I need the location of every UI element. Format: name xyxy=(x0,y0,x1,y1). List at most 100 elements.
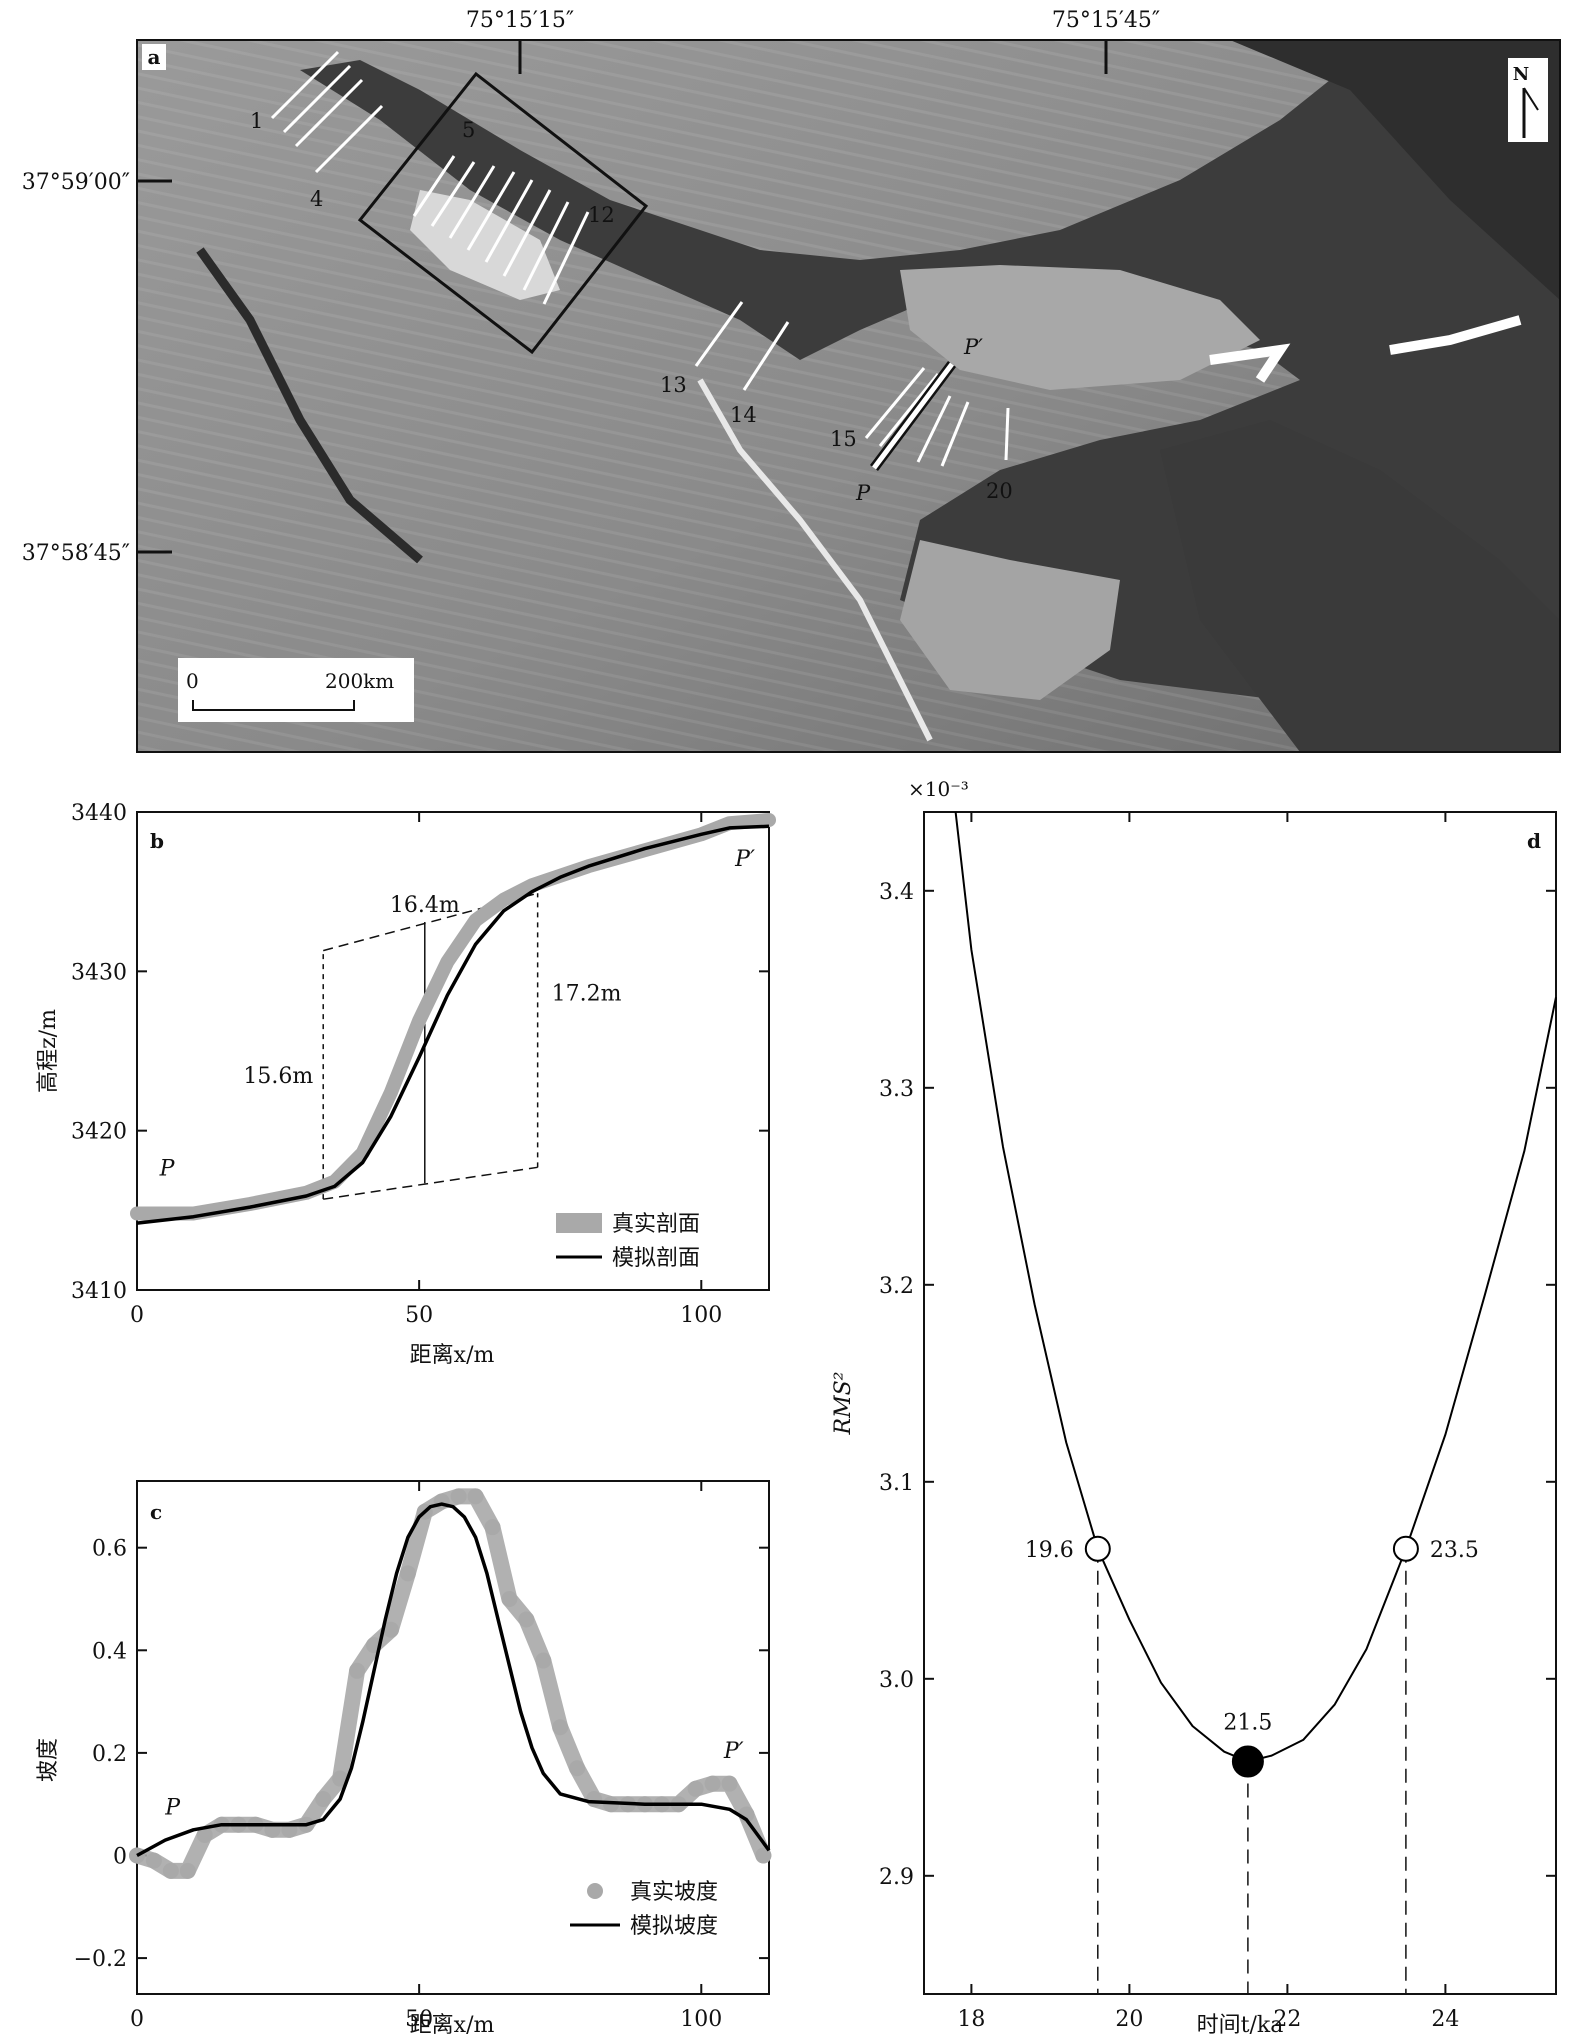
real-slope-point xyxy=(196,1826,213,1843)
real-slope-point xyxy=(399,1565,416,1582)
panel-b-xtick-label: 50 xyxy=(405,1303,433,1328)
bound-point xyxy=(1392,1535,1419,1562)
map-frame xyxy=(136,39,1561,753)
panel-d-ylabel: RMS² xyxy=(831,1372,856,1436)
real-slope-trail xyxy=(129,1488,772,1879)
panel-b-xlabel: 距离x/m xyxy=(410,1343,495,1368)
panel-b-ytick-label: 3430 xyxy=(71,960,127,985)
real-slope-point xyxy=(450,1488,467,1505)
panel-d-ytick-label: 3.1 xyxy=(879,1471,914,1496)
lat-label-2: 37°58′45″ xyxy=(22,541,130,566)
rms-curve xyxy=(954,811,1557,1763)
panel-c-xtick-label: 0 xyxy=(130,2007,144,2032)
point-label: 23.5 xyxy=(1430,1538,1479,1563)
profile-label-13: 13 xyxy=(660,373,687,397)
panel-d-xtick-label: 18 xyxy=(957,2007,985,2032)
panel-c-ytick-label: 0 xyxy=(113,1844,127,1869)
lower-surface-line xyxy=(323,1166,538,1200)
legend-swatch-real-slope xyxy=(587,1883,603,1899)
profile-endpoint-p: P xyxy=(855,481,871,505)
real-slope-point xyxy=(586,1791,603,1808)
scale-bar-start: 0 xyxy=(186,669,199,693)
real-slope-point xyxy=(569,1760,586,1777)
map-panel: 75°15′15″ 75°15′45″ 37°59′00″ 37°58′45″ … xyxy=(22,8,1561,753)
panel-d-ytick-label: 3.2 xyxy=(879,1274,914,1299)
elevation-profile-chart: b 0 50 100 3410 3420 3430 3440 15.6m 16.4m 17.2m… xyxy=(36,801,776,1368)
lat-label-1: 37°59′00″ xyxy=(22,170,130,195)
best-fit-point xyxy=(1231,1745,1264,1778)
point-label: 19.6 xyxy=(1025,1538,1074,1563)
profile-label-20: 20 xyxy=(986,479,1013,503)
real-slope-point xyxy=(145,1852,162,1869)
panel-c-ylabel: 坡度 xyxy=(36,1738,61,1782)
lon-label-1: 75°15′15″ xyxy=(466,8,574,33)
real-slope-point xyxy=(704,1775,721,1792)
panel-d-ytick-label: 2.9 xyxy=(879,1865,914,1890)
panel-d-xtick-label: 20 xyxy=(1115,2007,1143,2032)
real-slope-point xyxy=(162,1862,179,1879)
legend-model-profile: 模拟剖面 xyxy=(612,1246,700,1271)
panel-c-xlabel: 距离x/m xyxy=(410,2013,495,2038)
panel-d-ytick-label: 3.4 xyxy=(879,880,914,905)
endpoint-label: P′ xyxy=(734,847,755,872)
panel-b-ytick-label: 3440 xyxy=(71,801,127,826)
panel-b-ytick-label: 3420 xyxy=(71,1120,127,1145)
panel-c-frame xyxy=(136,1480,770,1995)
real-slope-point xyxy=(484,1519,501,1536)
north-arrow-icon xyxy=(1508,58,1548,142)
panel-c-ytick-label: 0.6 xyxy=(92,1537,127,1562)
legend-real-profile: 真实剖面 xyxy=(612,1212,700,1237)
study-box xyxy=(357,71,649,355)
profile-label-1: 1 xyxy=(250,109,263,133)
endpoint-label: P xyxy=(164,1795,181,1820)
real-slope-point xyxy=(501,1590,518,1607)
hillshade-map xyxy=(137,40,1560,752)
profile-lines xyxy=(270,50,1010,467)
panel-c-xtick-label: 100 xyxy=(680,2007,722,2032)
profile-label-14: 14 xyxy=(730,403,757,427)
panel-d-exponent: ×10⁻³ xyxy=(908,777,969,801)
endpoint-label: P′ xyxy=(723,1739,744,1764)
legend-real-slope: 真实坡度 xyxy=(630,1880,718,1905)
panel-a-letter: a xyxy=(148,45,161,69)
endpoint-label: P xyxy=(159,1156,176,1181)
panel-d-ytick-label: 3.3 xyxy=(879,1077,914,1102)
panel-b-xtick-label: 0 xyxy=(130,1303,144,1328)
profile-label-12: 12 xyxy=(588,203,615,227)
real-slope-point xyxy=(467,1488,484,1505)
real-slope-point xyxy=(349,1662,366,1679)
panel-b-ylabel: 高程z/m xyxy=(36,1009,61,1093)
real-slope-point xyxy=(721,1775,738,1792)
scale-bar xyxy=(178,658,414,722)
model-profile-line xyxy=(136,824,770,1225)
scale-bar-end: 200km xyxy=(325,669,394,693)
real-slope-point xyxy=(687,1780,704,1797)
panel-b-ytick-label: 3410 xyxy=(71,1279,127,1304)
real-slope-point xyxy=(382,1621,399,1638)
profile-endpoint-p-prime: P′ xyxy=(963,335,983,359)
offset-label: 17.2m xyxy=(552,981,622,1006)
panel-d-xtick-label: 22 xyxy=(1273,2007,1301,2032)
panel-c-ytick-label: 0.4 xyxy=(92,1639,127,1664)
panel-d-letter: d xyxy=(1527,829,1541,853)
panel-c-ytick-label: −0.2 xyxy=(74,1947,127,1972)
profile-label-4: 4 xyxy=(310,187,323,211)
panel-d-xtick-label: 24 xyxy=(1431,2007,1459,2032)
panel-d-xlabel: 时间t/ka xyxy=(1197,2013,1284,2038)
offset-label: 16.4m xyxy=(390,893,460,918)
panel-c-ytick-label: 0.2 xyxy=(92,1742,127,1767)
panel-b-frame xyxy=(136,811,770,1291)
real-slope-point xyxy=(535,1652,552,1669)
model-slope-line xyxy=(136,1502,771,1858)
north-label: N xyxy=(1513,64,1529,85)
bound-point xyxy=(1084,1535,1111,1562)
real-slope-point xyxy=(755,1847,772,1864)
legend-model-slope: 模拟坡度 xyxy=(630,1914,718,1939)
point-label: 21.5 xyxy=(1223,1711,1272,1736)
slope-chart: c 0 50 100 −0.2 0 0.2 0.4 0.6 P P′ 距离x/m 坡度 真实坡度… xyxy=(36,1480,772,2038)
profile-label-15: 15 xyxy=(830,427,857,451)
real-slope-point xyxy=(552,1719,569,1736)
offset-label: 15.6m xyxy=(243,1064,313,1089)
real-slope-point xyxy=(179,1862,196,1879)
